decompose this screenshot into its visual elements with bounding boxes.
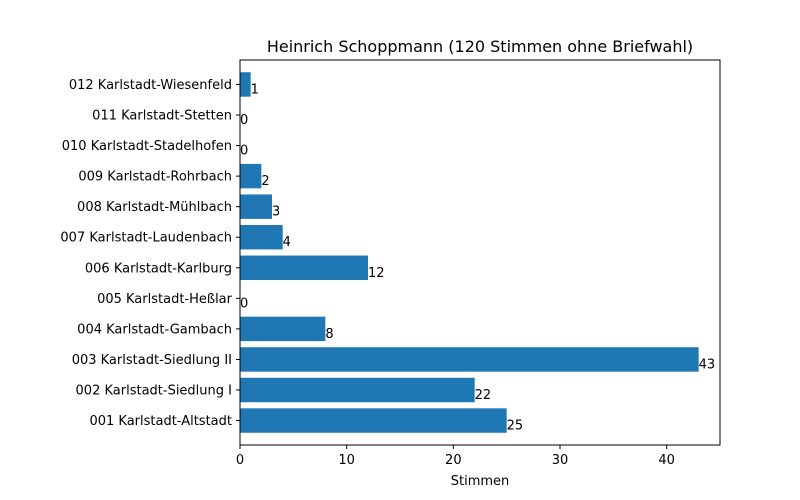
x-tick-label: 20 (445, 453, 462, 468)
y-tick-label: 001 Karlstadt-Altstadt (89, 414, 232, 429)
bars-group (240, 72, 699, 433)
x-axis-label: Stimmen (451, 474, 510, 489)
y-tick-label: 010 Karlstadt-Stadelhofen (62, 139, 232, 154)
y-tick-label: 012 Karlstadt-Wiesenfeld (69, 78, 232, 93)
data-label: 8 (325, 327, 333, 342)
plot-frame (239, 59, 721, 446)
data-label: 0 (240, 296, 248, 311)
y-tick-label: 009 Karlstadt-Rohrbach (78, 170, 232, 185)
data-label: 22 (475, 388, 492, 403)
bar (240, 255, 368, 280)
y-tick-label: 002 Karlstadt-Siedlung I (76, 384, 232, 399)
data-label: 3 (272, 205, 280, 220)
bar (240, 377, 475, 403)
data-label: 12 (368, 266, 385, 281)
data-label: 4 (283, 235, 291, 250)
data-label: 1 (251, 82, 259, 97)
y-axis-ticks: 001 Karlstadt-Altstadt 002 Karlstadt-Sied… (60, 78, 240, 429)
chart-title: Heinrich Schoppmann (120 Stimmen ohne Br… (267, 37, 693, 56)
y-tick-label: 008 Karlstadt-Mühlbach (77, 200, 232, 215)
bar (240, 163, 262, 189)
y-tick-label: 006 Karlstadt-Karlburg (85, 261, 232, 276)
bar (240, 316, 326, 342)
data-label: 43 (699, 357, 716, 372)
x-tick-label: 10 (338, 453, 355, 468)
data-label: 25 (507, 419, 524, 434)
y-tick-label: 011 Karlstadt-Stetten (92, 109, 232, 124)
bar (240, 72, 251, 97)
bar (240, 347, 699, 372)
y-tick-label: 007 Karlstadt-Laudenbach (60, 231, 232, 246)
data-label: 0 (240, 113, 248, 128)
y-tick-label: 003 Karlstadt-Siedlung II (72, 353, 232, 368)
bar (240, 408, 507, 433)
data-label: 2 (261, 174, 269, 189)
x-axis-ticks: 0 10 20 30 40 (236, 445, 675, 468)
x-tick-label: 40 (658, 453, 675, 468)
bar (240, 194, 272, 219)
x-tick-label: 0 (236, 453, 244, 468)
data-label: 0 (240, 144, 248, 159)
x-tick-label: 30 (552, 453, 569, 468)
y-tick-label: 004 Karlstadt-Gambach (77, 322, 232, 337)
y-tick-label: 005 Karlstadt-Heßlar (97, 292, 233, 307)
bar (240, 225, 283, 250)
